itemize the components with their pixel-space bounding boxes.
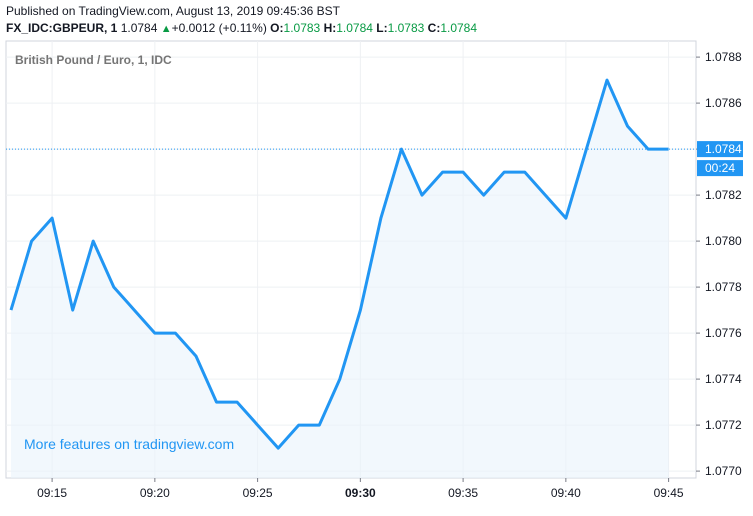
x-tick-label: 09:45 (654, 486, 684, 500)
open-label: O: (270, 21, 284, 35)
close-label: C: (427, 21, 441, 35)
y-tick-label: 1.0772 (705, 418, 742, 432)
x-tick-label: 09:40 (551, 486, 581, 500)
y-tick-label: 1.0786 (705, 96, 742, 110)
x-tick-label: 09:25 (243, 486, 273, 500)
low-label: L: (376, 21, 388, 35)
countdown-badge: 00:24 (705, 161, 735, 175)
y-tick-label: 1.0770 (705, 464, 742, 478)
chart-title: British Pound / Euro, 1, IDC (15, 53, 172, 67)
close-value: 1.0784 (440, 21, 478, 35)
y-tick-label: 1.0788 (705, 50, 742, 64)
last-price-badges: 1.0784 00:24 (697, 141, 743, 177)
price-line[interactable] (9, 78, 669, 450)
x-tick-label: 09:30 (345, 486, 376, 500)
up-arrow-icon: ▲ (160, 23, 172, 35)
last-price: 1.0784 (120, 21, 158, 35)
chart-frame[interactable]: 1.0770 1.0772 1.0774 1.0776 1.0778 1.0780 1.07… (0, 40, 753, 511)
last-price-badge-bg (697, 141, 743, 158)
high-value: 1.0784 (336, 21, 373, 35)
y-tick-label: 1.0776 (705, 326, 742, 340)
symbol-ohlc-line: FX_IDC:GBPEUR, 1 1.0784 ▲+0.0012 (+0.11%… (6, 21, 477, 35)
y-tick-label: 1.0778 (705, 280, 742, 294)
countdown-badge-bg (697, 160, 743, 177)
x-tick-label: 09:35 (448, 486, 478, 500)
open-value: 1.0783 (283, 21, 321, 35)
last-price-badge: 1.0784 (705, 142, 742, 156)
price-axis[interactable]: 1.0770 1.0772 1.0774 1.0776 1.0778 1.0780 1.07… (696, 50, 742, 478)
x-tick-label: 09:20 (140, 486, 170, 500)
price-area-fill (11, 80, 669, 478)
y-tick-label: 1.0782 (705, 188, 742, 202)
y-tick-label: 1.0774 (705, 372, 742, 386)
watermark-link[interactable]: More features on tradingview.com (24, 436, 234, 452)
published-caption: Published on TradingView.com, August 13,… (6, 4, 341, 18)
high-label: H: (323, 21, 337, 35)
symbol-name: FX_IDC:GBPEUR, 1 (6, 21, 118, 35)
x-tick-label: 09:15 (37, 486, 67, 500)
price-chart[interactable]: 1.0770 1.0772 1.0774 1.0776 1.0778 1.0780 1.07… (0, 40, 753, 511)
low-value: 1.0783 (387, 21, 425, 35)
price-change: +0.0012 (+0.11%) (171, 21, 267, 35)
time-axis[interactable]: 09:15 09:20 09:25 09:30 09:35 09:40 09:45 (37, 478, 684, 500)
y-tick-label: 1.0780 (705, 234, 742, 248)
